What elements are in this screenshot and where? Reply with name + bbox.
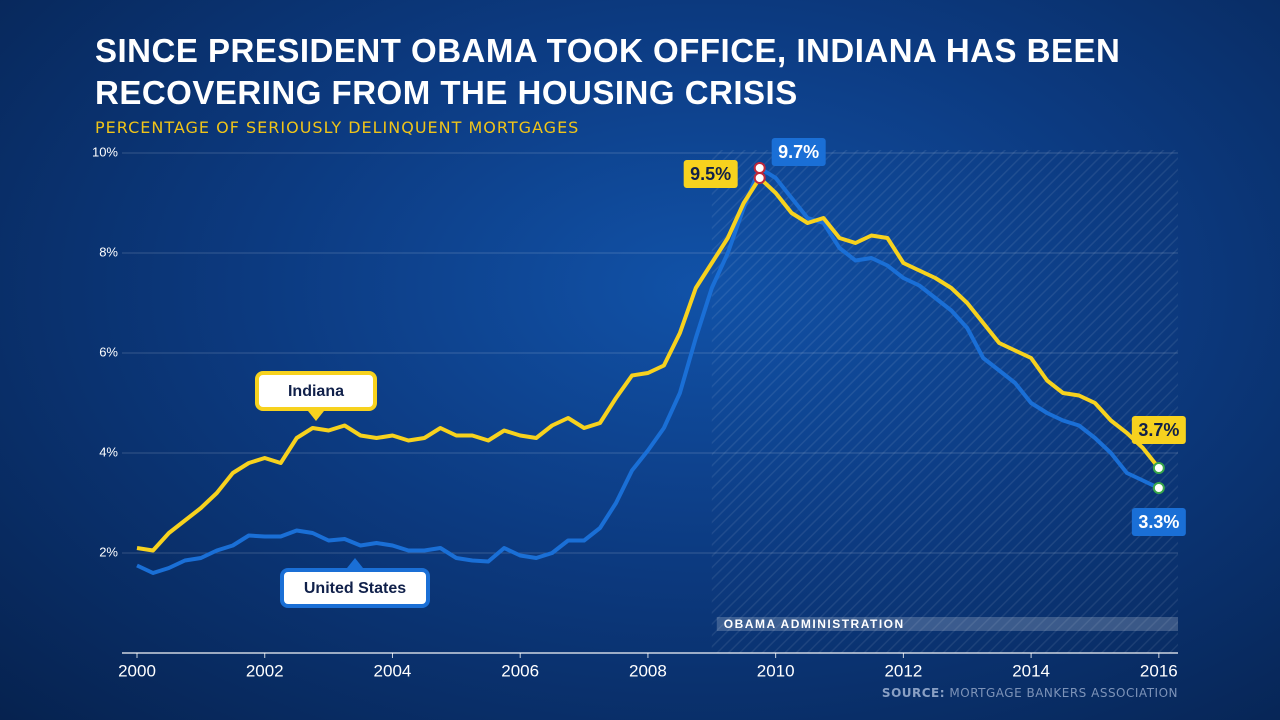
value-label: 9.5% — [690, 164, 731, 184]
legend-pointer — [347, 558, 363, 568]
x-tick-label: 2000 — [118, 661, 156, 680]
x-tick-label: 2016 — [1140, 661, 1178, 680]
value-label: 9.7% — [778, 142, 819, 162]
point-marker — [1152, 482, 1165, 494]
legend-box — [280, 568, 430, 608]
chart-subtitle: PERCENTAGE OF SERIOUSLY DELINQUENT MORTG… — [95, 118, 580, 137]
x-tick-label: 2008 — [629, 661, 667, 680]
region-label: OBAMA ADMINISTRATION — [724, 617, 905, 631]
value-label-box — [683, 160, 738, 188]
source-label: SOURCE: — [881, 686, 946, 700]
x-tick-label: 2004 — [374, 661, 412, 680]
series-line — [136, 176, 1161, 553]
value-label: 3.3% — [1138, 512, 1179, 532]
x-tick-label: 2010 — [757, 661, 795, 680]
legend-box — [255, 371, 377, 411]
x-tick-label: 2006 — [501, 661, 539, 680]
value-label-box — [1131, 416, 1186, 444]
region-label-bar — [716, 617, 1178, 631]
y-tick-label: 2% — [99, 544, 118, 559]
legend-pointer — [308, 411, 324, 421]
x-tick-label: 2014 — [1012, 661, 1050, 680]
y-tick-label: 8% — [99, 244, 118, 259]
x-tick-label: 2012 — [884, 661, 922, 680]
y-tick-label: 10% — [92, 144, 118, 159]
legend-label: Indiana — [288, 383, 344, 400]
source: SOURCE: MORTGAGE BANKERS ASSOCIATION — [882, 686, 1178, 700]
x-tick-label: 2002 — [246, 661, 284, 680]
series-line — [136, 166, 1160, 575]
y-tick-label: 4% — [99, 444, 118, 459]
source-text: MORTGAGE BANKERS ASSOCIATION — [949, 686, 1178, 700]
y-tick-label: 6% — [99, 344, 118, 359]
value-label: 3.7% — [1138, 420, 1179, 440]
chart-title: SINCE PRESIDENT OBAMA TOOK OFFICE, INDIA… — [95, 32, 1121, 111]
value-label-box — [771, 138, 826, 166]
shaded-region — [711, 150, 1178, 653]
point-marker — [1152, 462, 1165, 474]
point-marker — [753, 162, 766, 174]
value-label-box — [1131, 508, 1186, 536]
legend-label: United States — [304, 580, 406, 597]
point-marker — [753, 172, 766, 184]
